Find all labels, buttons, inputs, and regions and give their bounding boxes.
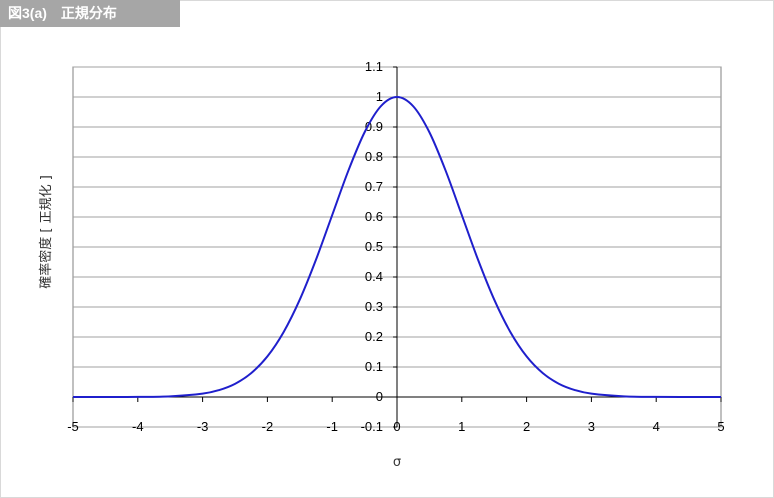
x-tick-label: 2 bbox=[523, 419, 530, 434]
x-tick-label: -3 bbox=[197, 419, 209, 434]
x-tick-label: -2 bbox=[262, 419, 274, 434]
y-tick-label: 0.7 bbox=[365, 179, 383, 194]
x-axis-title: σ bbox=[393, 455, 401, 470]
x-tick-labels: -5 -4 -3 -2 -1 0 1 2 3 4 5 bbox=[67, 397, 725, 434]
x-tick-label: 5 bbox=[717, 419, 724, 434]
x-tick-label: 3 bbox=[588, 419, 595, 434]
y-axis-title: 確率密度 [ 正規化 ] bbox=[38, 175, 54, 289]
y-tick-label: 0.1 bbox=[365, 359, 383, 374]
y-tick-label: 0.5 bbox=[365, 239, 383, 254]
x-tick-label: 4 bbox=[653, 419, 660, 434]
y-tick-label: 0.4 bbox=[365, 269, 383, 284]
y-tick-label: 0.6 bbox=[365, 209, 383, 224]
y-tick-label: 0.2 bbox=[365, 329, 383, 344]
x-tick-label: -1 bbox=[326, 419, 338, 434]
figure-title: 図3(a) 正規分布 bbox=[0, 0, 180, 27]
y-tick-label: 0.3 bbox=[365, 299, 383, 314]
x-tick-label: -5 bbox=[67, 419, 79, 434]
y-tick-label: 0 bbox=[376, 389, 383, 404]
series-line-normal-distribution bbox=[72, 95, 722, 399]
y-tick-labels: -0.100.10.20.30.40.50.60.70.80.911.1 bbox=[361, 59, 397, 434]
y-tick-label: -0.1 bbox=[361, 419, 383, 434]
x-tick-label: -4 bbox=[132, 419, 144, 434]
y-tick-label: 0.8 bbox=[365, 149, 383, 164]
y-tick-label: 1 bbox=[376, 89, 383, 104]
y-tick-label: 1.1 bbox=[365, 59, 383, 74]
x-tick-label: 1 bbox=[458, 419, 465, 434]
x-tick-label: 0 bbox=[393, 419, 400, 434]
